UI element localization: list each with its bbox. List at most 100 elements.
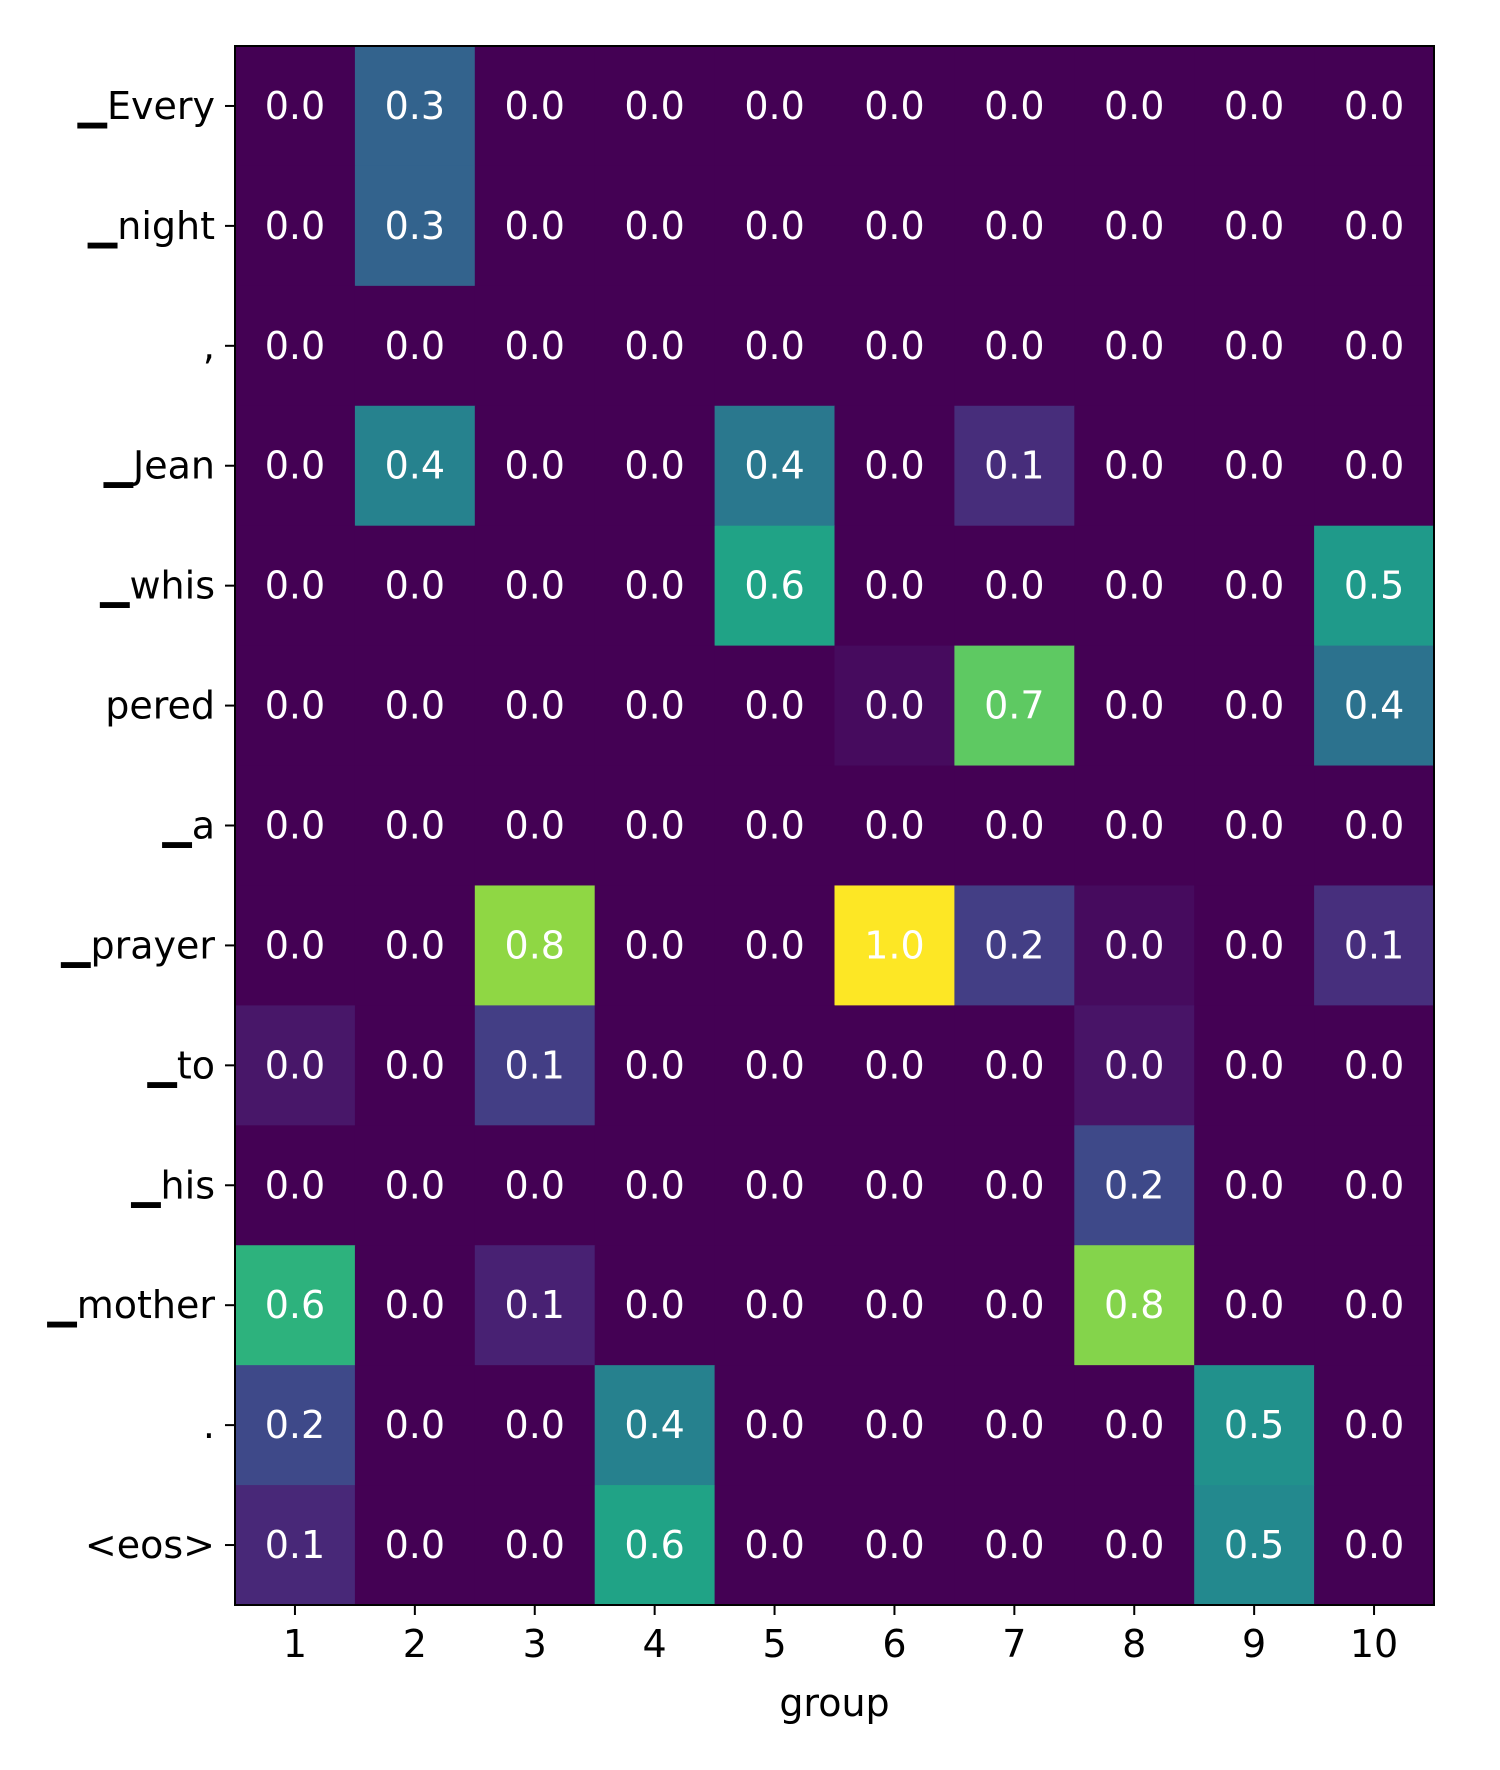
heatmap-cell — [1074, 405, 1195, 527]
heatmap-cell — [834, 525, 955, 647]
heatmap-cell — [594, 885, 716, 1006]
cell-value-label: 0.0 — [864, 1163, 924, 1207]
cell-value-label: 0.0 — [385, 923, 445, 967]
heatmap-cell — [594, 645, 716, 767]
heatmap-cell — [1074, 1245, 1195, 1366]
heatmap-cell — [354, 405, 476, 527]
heatmap-cell — [1194, 165, 1315, 287]
heatmap-cell — [594, 1485, 716, 1606]
cell-value-label: 0.1 — [265, 1523, 325, 1567]
cell-value-label: 1.0 — [864, 923, 924, 967]
cell-value-label: 0.0 — [265, 1043, 325, 1087]
y-tick-label: ▁to — [147, 1043, 215, 1088]
cell-value-label: 0.0 — [624, 923, 684, 967]
cell-value-label: 0.0 — [265, 204, 325, 248]
y-tick-label: , — [203, 324, 215, 368]
heatmap-cell — [714, 165, 836, 287]
cell-value-label: 0.0 — [505, 1403, 565, 1447]
heatmap-cell — [594, 1125, 716, 1246]
heatmap-cell — [1314, 165, 1435, 287]
cell-value-label: 0.0 — [505, 324, 565, 368]
heatmap-cell — [354, 46, 476, 167]
heatmap-cell — [714, 1005, 836, 1126]
cell-value-label: 0.0 — [984, 204, 1044, 248]
heatmap-cell — [714, 1365, 836, 1486]
heatmap-cell — [354, 765, 476, 887]
cell-value-label: 0.0 — [1344, 1163, 1404, 1207]
heatmap-cell — [954, 885, 1075, 1006]
cell-value-label: 0.0 — [1104, 324, 1164, 368]
cell-value-label: 0.0 — [744, 1523, 804, 1567]
heatmap-cell — [1194, 765, 1315, 887]
x-tick-label: 5 — [762, 1622, 786, 1666]
cell-value-label: 0.3 — [385, 204, 445, 248]
heatmap-cell — [1314, 1245, 1435, 1366]
cell-value-label: 0.0 — [1344, 444, 1404, 488]
heatmap-cell — [474, 885, 596, 1006]
heatmap-cell — [714, 1485, 836, 1606]
cell-value-label: 0.0 — [1224, 1043, 1284, 1087]
cell-value-label: 0.0 — [624, 444, 684, 488]
cell-value-label: 0.0 — [385, 1403, 445, 1447]
heatmap-cell — [474, 525, 596, 647]
cell-value-label: 0.1 — [505, 1283, 565, 1327]
cell-value-label: 0.0 — [265, 564, 325, 608]
x-tick-label: 4 — [643, 1622, 667, 1666]
cell-value-label: 0.4 — [1344, 684, 1404, 728]
heatmap-cell — [474, 1485, 596, 1606]
cell-value-label: 0.0 — [744, 1403, 804, 1447]
cell-value-label: 0.0 — [1104, 923, 1164, 967]
heatmap-cell — [474, 1005, 596, 1126]
heatmap-cell — [354, 165, 476, 287]
heatmap-cell — [1194, 285, 1315, 407]
heatmap-cell — [594, 1245, 716, 1366]
heatmap-cell — [834, 885, 955, 1006]
cell-value-label: 0.1 — [984, 444, 1044, 488]
x-tick-label: 10 — [1350, 1622, 1398, 1666]
cell-value-label: 0.0 — [1224, 84, 1284, 128]
heatmap-cell — [714, 885, 836, 1006]
cell-value-label: 0.1 — [505, 1043, 565, 1087]
y-tick-label: ▁mother — [47, 1283, 216, 1328]
cell-value-label: 0.0 — [265, 324, 325, 368]
cell-value-label: 0.0 — [1344, 1043, 1404, 1087]
heatmap-cell — [354, 525, 476, 647]
heatmap-cell — [954, 1485, 1075, 1606]
heatmap-cell — [1194, 1245, 1315, 1366]
heatmap-cell — [834, 645, 955, 767]
heatmap-cell — [714, 1125, 836, 1246]
cell-value-label: 0.0 — [624, 684, 684, 728]
heatmap-cell — [834, 285, 955, 407]
heatmap-cell — [354, 1245, 476, 1366]
x-tick-label: 2 — [403, 1622, 427, 1666]
cell-value-label: 0.0 — [864, 444, 924, 488]
cell-value-label: 0.0 — [744, 684, 804, 728]
cell-value-label: 0.0 — [744, 324, 804, 368]
heatmap-cell — [474, 46, 596, 167]
cell-value-label: 0.0 — [744, 84, 804, 128]
heatmap-cell — [354, 885, 476, 1006]
cell-value-label: 0.0 — [265, 684, 325, 728]
heatmap-cell — [714, 405, 836, 527]
heatmap-cell — [954, 1365, 1075, 1486]
y-tick-label: ▁Every — [77, 84, 215, 129]
heatmap-cell — [235, 46, 356, 167]
heatmap-cell — [714, 525, 836, 647]
x-tick-label: 6 — [882, 1622, 906, 1666]
heatmap-cell — [594, 165, 716, 287]
cell-value-labels: 0.0 0.3 0.0 0.0 0.0 0.0 0.0 0.0 0.0 0.0 0.0 0.3 0.0 0… — [265, 84, 1405, 1567]
heatmap-cell — [594, 285, 716, 407]
cell-value-label: 0.0 — [1104, 1523, 1164, 1567]
cell-value-label: 0.0 — [1344, 1283, 1404, 1327]
heatmap-cell — [235, 645, 356, 767]
heatmap-cell — [474, 165, 596, 287]
heatmap-cell — [235, 1485, 356, 1606]
heatmap-cell — [1074, 165, 1195, 287]
cell-value-label: 0.0 — [1224, 324, 1284, 368]
cell-value-label: 0.2 — [1104, 1163, 1164, 1207]
heatmap-cell — [235, 405, 356, 527]
heatmap-cell — [954, 525, 1075, 647]
cell-value-label: 0.0 — [864, 1403, 924, 1447]
heatmap-cell — [1194, 1365, 1315, 1486]
